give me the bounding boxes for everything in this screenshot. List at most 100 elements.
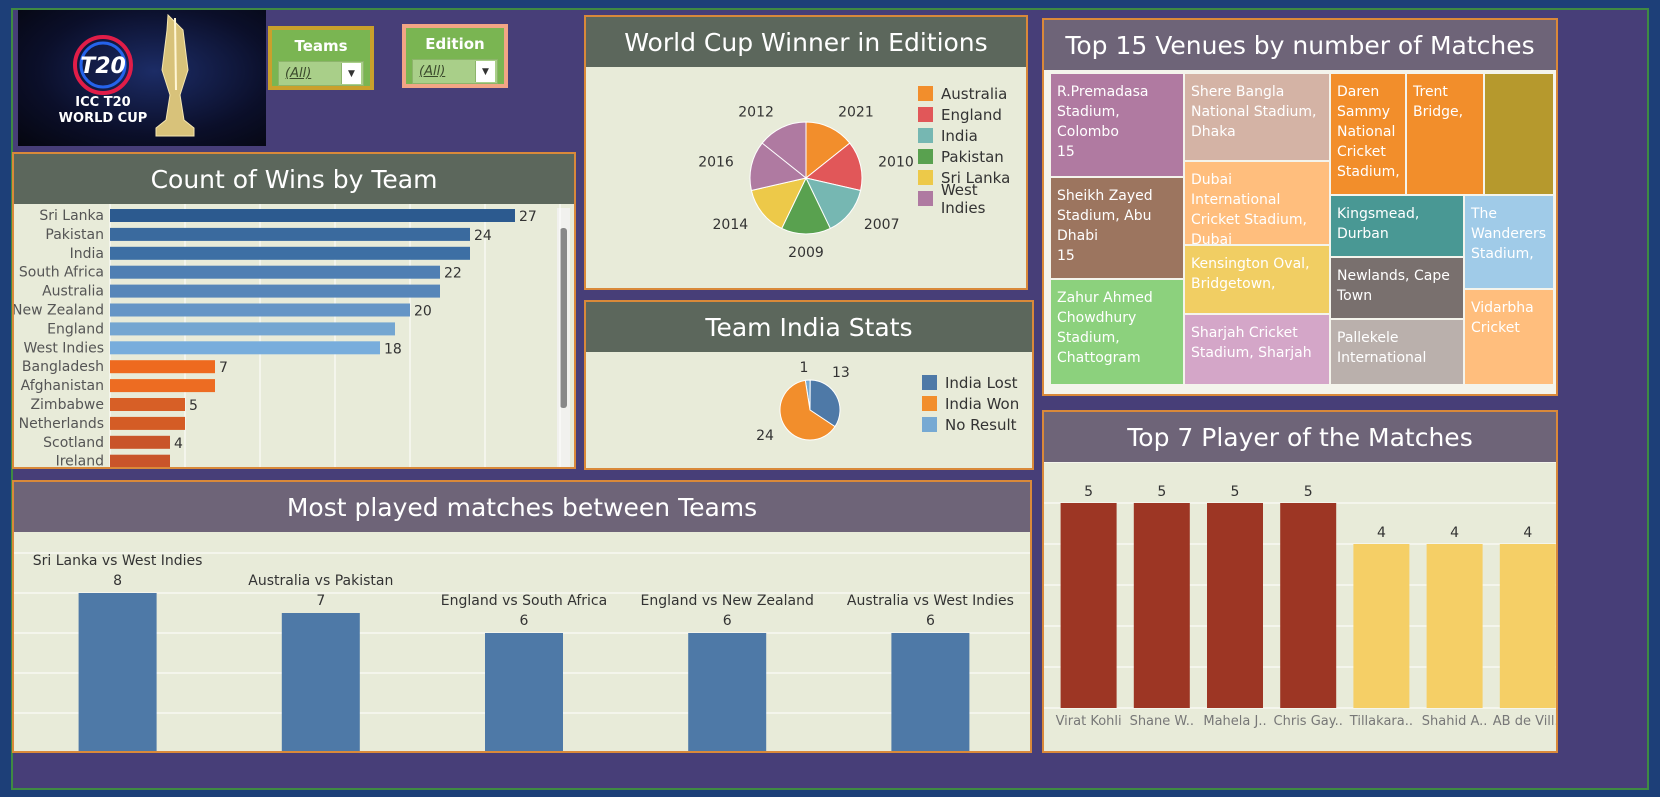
pom-bar[interactable] [1133,503,1190,708]
venue-label: Pallekele International [1337,330,1427,366]
wins-bar[interactable] [110,227,470,241]
legend-item[interactable]: India [918,125,1026,146]
wins-bar[interactable] [110,416,185,430]
winners-slice-label: 2016 [698,155,734,171]
t20-world-cup-logo: T20 ICC T20 WORLD CUP [18,10,266,146]
wins-bar[interactable] [110,303,410,317]
pom-value-label: 5 [1304,484,1313,500]
venue-label: R.Premadasa Stadium, Colombo [1057,84,1149,140]
chevron-down-icon[interactable]: ▼ [475,61,495,82]
matchup-category-label: Australia vs West Indies [847,593,1014,609]
venue-cell[interactable]: Kingsmead, Durban [1330,195,1464,257]
edition-dropdown[interactable]: (All) ▼ [412,59,498,84]
pom-bar[interactable] [1499,544,1556,708]
winners-slice-label: 2014 [713,217,749,233]
wins-category-label: India [70,246,104,262]
venue-cell[interactable]: Sheikh Zayed Stadium, Abu Dhabi 15 [1050,177,1184,279]
wins-category-label: Bangladesh [22,359,104,375]
legend-item[interactable]: Pakistan [918,146,1026,167]
venue-label: Kensington Oval, Bridgetown, [1191,256,1310,292]
wins-bar[interactable] [110,322,395,336]
matchup-value-label: 6 [520,613,529,629]
matchup-bar[interactable] [78,593,157,753]
wins-category-label: Pakistan [45,227,104,243]
pie-slice[interactable] [805,177,862,230]
wins-value-label: 18 [384,341,402,357]
legend-item[interactable]: Australia [918,83,1026,104]
matchup-bar[interactable] [688,633,767,753]
legend-item[interactable]: England [918,104,1026,125]
pom-value-label: 4 [1377,525,1386,541]
wins-value-label: 7 [219,360,228,376]
venue-cell[interactable]: Vidarbha Cricket [1464,289,1554,385]
wins-value-label: 5 [189,398,198,414]
venue-cell[interactable]: Kensington Oval, Bridgetown, [1184,245,1330,314]
pie-slice[interactable] [804,142,863,192]
wins-bar[interactable] [110,246,470,260]
pie-slice[interactable] [779,379,836,441]
matchup-value-label: 6 [926,613,935,629]
legend-item[interactable]: West Indies [918,181,1026,217]
pom-bar[interactable] [1060,503,1117,708]
legend-label: Sri Lanka [941,168,1011,187]
matchup-bar[interactable] [891,633,970,753]
venue-cell[interactable]: Shere Bangla National Stadium, Dhaka [1184,73,1330,161]
venue-label: Daren Sammy National Cricket Stadium, [1337,84,1400,180]
venue-cell[interactable]: Daren Sammy National Cricket Stadium, [1330,73,1406,195]
wins-title: Count of Wins by Team [14,154,574,204]
wins-bar[interactable] [110,360,215,374]
venue-cell[interactable]: Newlands, Cape Town [1330,257,1464,319]
wins-bar[interactable] [110,398,185,411]
pie-slice[interactable] [749,142,808,192]
legend-swatch [922,375,937,390]
matchup-category-label: Sri Lanka vs West Indies [33,553,203,569]
pie-slice[interactable] [750,177,807,230]
chevron-down-icon[interactable]: ▼ [341,63,361,84]
matchup-bar[interactable] [485,633,563,753]
venue-value: 15 [1057,144,1075,160]
wins-bar[interactable] [110,341,380,355]
wins-category-label: Australia [42,284,104,300]
venue-label: Trent Bridge, [1413,84,1464,120]
pom-bar[interactable] [1207,503,1263,708]
legend-item[interactable]: No Result [922,414,1019,435]
wins-bar[interactable] [110,454,170,468]
winners-slice-label: 2009 [788,245,824,261]
wins-bar[interactable] [110,265,440,279]
pom-bar[interactable] [1426,544,1483,708]
pom-bar[interactable] [1280,503,1337,708]
venue-cell[interactable]: R.Premadasa Stadium, Colombo 15 [1050,73,1184,177]
venue-cell[interactable]: The Wanderers Stadium, [1464,195,1554,289]
wins-bar[interactable] [110,379,215,393]
venue-cell[interactable]: Dubai International Cricket Stadium, Dub… [1184,161,1330,245]
venue-cell[interactable]: Zahur Ahmed Chowdhury Stadium, Chattogra… [1050,279,1184,385]
teams-filter[interactable]: Teams (All) ▼ [268,26,374,90]
venue-cell[interactable] [1484,73,1554,195]
pom-bar[interactable] [1353,544,1410,708]
venue-cell[interactable]: Trent Bridge, [1406,73,1484,195]
pie-slice[interactable] [805,121,851,180]
edition-filter[interactable]: Edition (All) ▼ [402,24,508,88]
venue-label: Zahur Ahmed Chowdhury Stadium, Chattogra… [1057,290,1153,366]
pie-slice[interactable] [761,121,807,180]
legend-label: Australia [941,84,1008,103]
legend-item[interactable]: India Won [922,393,1019,414]
legend-item[interactable]: India Lost [922,372,1019,393]
venue-cell[interactable]: Sharjah Cricket Stadium, Sharjah [1184,314,1330,385]
legend-item[interactable]: Sri Lanka [918,167,1026,188]
venue-cell[interactable]: Pallekele International [1330,319,1464,385]
wins-bar[interactable] [110,284,440,298]
wins-bar[interactable] [110,209,515,222]
scrollbar-thumb[interactable] [560,228,567,408]
wins-bar[interactable] [110,435,170,449]
venue-value: 15 [1057,248,1075,264]
venue-label: Vidarbha Cricket [1471,300,1534,336]
venue-label: Sharjah Cricket Stadium, Sharjah [1191,325,1312,361]
venue-label: Kingsmead, Durban [1337,206,1420,242]
venue-label: Newlands, Cape Town [1337,268,1450,304]
matchup-bar[interactable] [281,613,360,753]
pom-category-label: Shahid A.. [1422,714,1488,729]
pie-slice[interactable] [781,176,831,235]
teams-dropdown[interactable]: (All) ▼ [278,61,364,86]
pom-value-label: 5 [1084,484,1093,500]
